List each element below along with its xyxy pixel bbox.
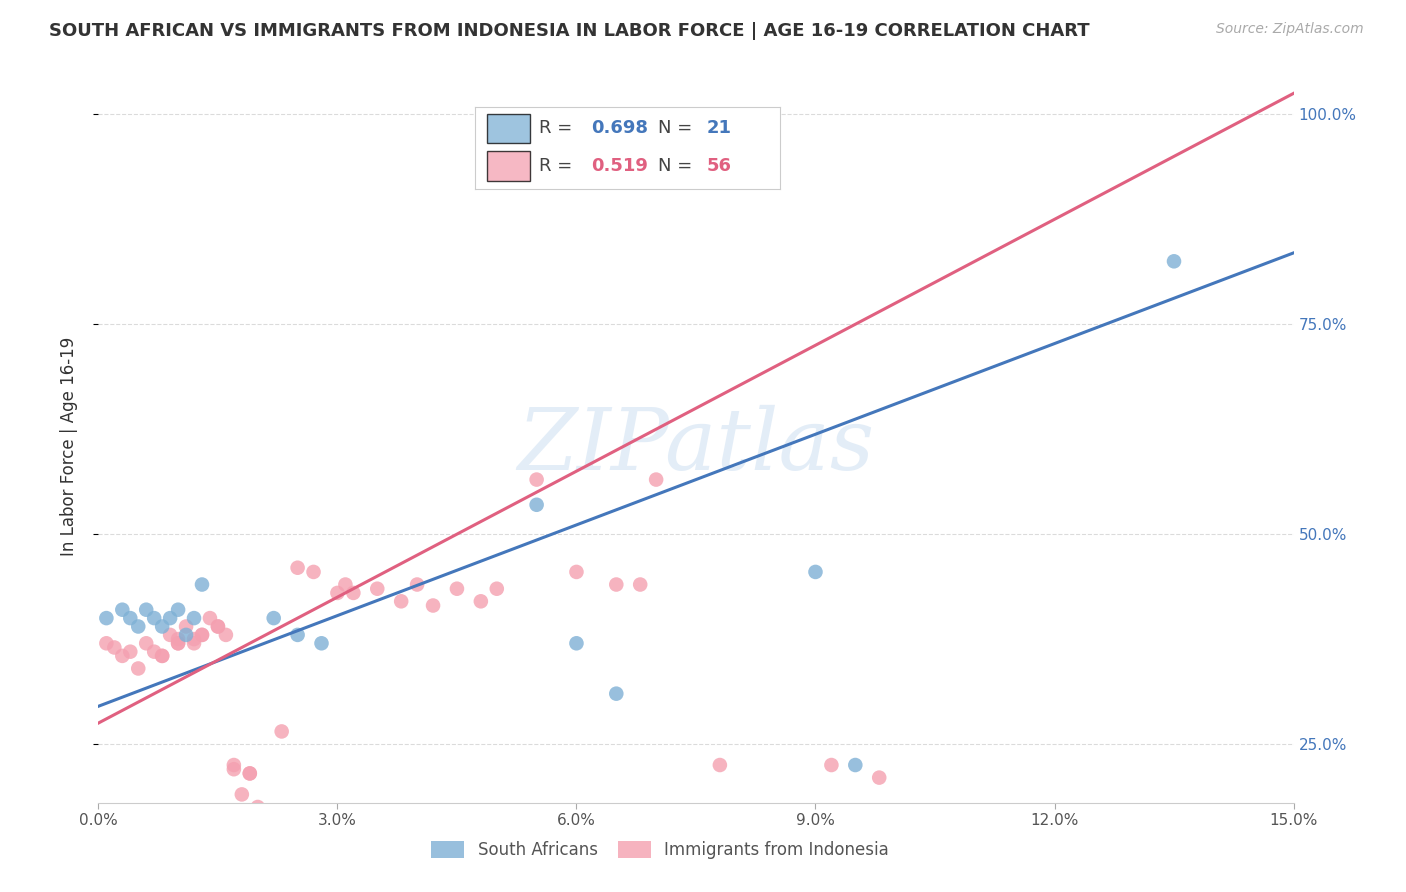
Point [159,611,181,625]
Point [167,603,190,617]
Point [526,498,548,512]
Point [183,611,205,625]
Point [174,619,197,633]
Point [789,875,811,889]
Point [207,619,229,633]
Point [246,800,269,814]
Point [709,758,731,772]
Point [287,628,309,642]
Point [159,628,181,642]
Point [326,586,349,600]
Point [446,582,468,596]
Point [302,565,325,579]
Point [174,628,197,642]
Point [191,628,214,642]
Point [741,859,763,873]
Point [183,632,205,646]
Point [198,611,221,625]
Point [270,724,292,739]
Point [183,636,205,650]
Point [820,758,842,772]
Point [254,830,277,844]
Point [120,645,142,659]
Point [868,771,890,785]
Point [150,619,173,633]
Point [167,636,190,650]
Point [565,565,588,579]
Point [605,687,627,701]
Point [287,560,309,574]
Point [96,636,118,650]
Point [422,599,444,613]
Text: ZIPatlas: ZIPatlas [517,405,875,487]
Point [1163,254,1185,268]
Point [526,473,548,487]
Point [215,628,238,642]
Point [143,611,166,625]
Point [150,648,173,663]
Point [111,603,134,617]
Point [231,788,253,802]
Point [485,582,508,596]
Point [191,577,214,591]
Point [628,577,651,591]
Point [406,577,429,591]
Point [605,577,627,591]
Point [844,758,866,772]
Point [550,842,572,856]
Point [804,565,827,579]
Text: Source: ZipAtlas.com: Source: ZipAtlas.com [1216,22,1364,37]
Point [150,648,173,663]
Point [254,830,277,844]
Point [311,636,333,650]
Point [120,611,142,625]
Point [135,636,157,650]
Point [135,603,157,617]
Point [143,645,166,659]
Point [222,762,245,776]
Point [335,577,357,591]
Point [263,846,285,860]
Point [263,611,285,625]
Point [222,758,245,772]
Point [366,582,388,596]
Text: SOUTH AFRICAN VS IMMIGRANTS FROM INDONESIA IN LABOR FORCE | AGE 16-19 CORRELATIO: SOUTH AFRICAN VS IMMIGRANTS FROM INDONES… [49,22,1090,40]
Point [470,594,492,608]
Y-axis label: In Labor Force | Age 16-19: In Labor Force | Age 16-19 [59,336,77,556]
Point [239,766,262,780]
Point [239,766,262,780]
Point [127,619,149,633]
Point [127,661,149,675]
Point [96,611,118,625]
Point [565,636,588,650]
Point [167,636,190,650]
Point [103,640,125,655]
Point [645,473,668,487]
Point [342,586,364,600]
Point [111,648,134,663]
Point [191,628,214,642]
Point [167,632,190,646]
Point [207,619,229,633]
Point [509,825,531,839]
Legend: South Africans, Immigrants from Indonesia: South Africans, Immigrants from Indonesi… [425,834,896,866]
Point [389,594,412,608]
